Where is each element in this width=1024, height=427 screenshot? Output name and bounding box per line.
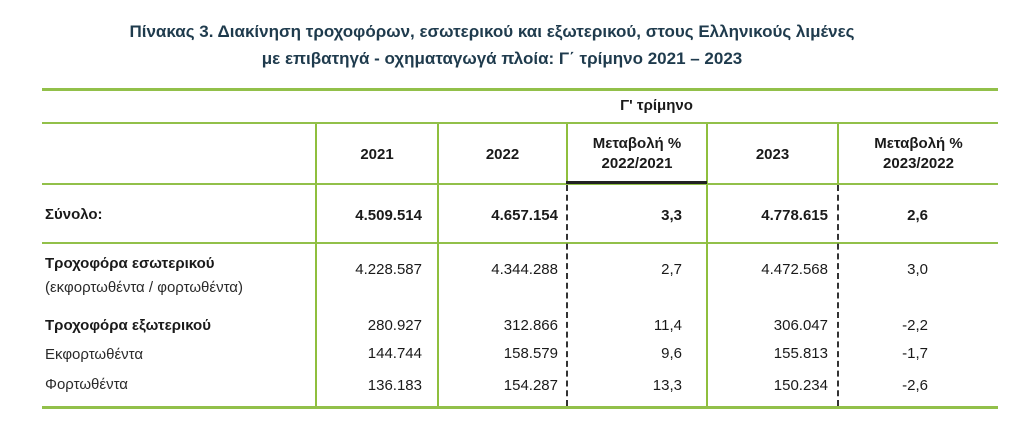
cell-unloaded-change2: -1,7: [902, 345, 928, 362]
rule-top: [42, 88, 998, 91]
row-label-foreign: Τροχοφόρα εξωτερικού: [45, 317, 211, 334]
cell-loaded-change1: 13,3: [652, 377, 682, 394]
table-title: Πίνακας 3. Διακίνηση τροχοφόρων, εσωτερι…: [0, 18, 1024, 72]
divider: [315, 185, 317, 406]
title-line-1: Πίνακας 3. Διακίνηση τροχοφόρων, εσωτερι…: [129, 22, 855, 41]
divider-dashed: [837, 185, 839, 406]
rule-total: [42, 242, 998, 244]
cell-unloaded-2022: 158.579: [503, 345, 558, 362]
cell-total-2022: 4.657.154: [491, 207, 558, 224]
cell-domestic-change1: 2,7: [661, 261, 682, 278]
col-header-change1-line2: 2022/2021: [601, 155, 673, 172]
row-label-total: Σύνολο:: [45, 206, 103, 223]
data-table: Γ' τρίμηνο 2021 2022 Μεταβολή % 2022/202…: [42, 88, 998, 410]
cell-foreign-2023: 306.047: [773, 317, 828, 334]
cell-foreign-2022: 312.866: [503, 317, 558, 334]
row-sublabel-domestic: (εκφορτωθέντα / φορτωθέντα): [45, 279, 243, 296]
col-header-change1-line1: Μεταβολή %: [592, 135, 682, 152]
rule-header: [42, 183, 998, 185]
group-header: Γ' τρίμηνο: [620, 97, 693, 114]
cell-unloaded-2021: 144.744: [367, 345, 422, 362]
cell-loaded-2021: 136.183: [367, 377, 422, 394]
cell-unloaded-change1: 9,6: [661, 345, 682, 362]
cell-foreign-change1: 11,4: [653, 317, 682, 334]
cell-total-change1: 3,3: [661, 207, 682, 224]
cell-domestic-2022: 4.344.288: [491, 261, 558, 278]
divider: [706, 185, 708, 406]
title-line-2: με επιβατηγά - οχηματαγωγά πλοία: Γ΄ τρί…: [261, 49, 743, 68]
cell-total-change2: 2,6: [907, 207, 928, 224]
divider: [437, 124, 439, 184]
cell-domestic-2021: 4.228.587: [355, 261, 422, 278]
cell-unloaded-2023: 155.813: [773, 345, 828, 362]
divider: [315, 124, 317, 184]
col-header-2023: 2023: [755, 146, 790, 163]
col-header-change-2023-2022: Μεταβολή % 2023/2022: [839, 134, 998, 174]
cell-foreign-2021: 280.927: [367, 317, 422, 334]
col-header-change2-line2: 2023/2022: [883, 155, 954, 172]
cell-loaded-change2: -2,6: [902, 377, 928, 394]
rule-group: [42, 122, 998, 124]
col-header-2022: 2022: [485, 146, 520, 163]
divider: [837, 124, 839, 184]
col-header-2021: 2021: [360, 146, 394, 163]
cell-total-2021: 4.509.514: [355, 207, 422, 224]
cell-domestic-2023: 4.472.568: [761, 261, 828, 278]
divider-dashed: [566, 185, 568, 406]
row-label-unloaded: Εκφορτωθέντα: [45, 346, 144, 363]
divider: [706, 124, 708, 184]
col-header-change2-line1: Μεταβολή %: [874, 135, 963, 152]
cell-total-2023: 4.778.615: [761, 207, 828, 224]
row-label-loaded: Φορτωθέντα: [45, 376, 128, 393]
cell-loaded-2023: 150.234: [773, 377, 828, 394]
change-header-underline: [566, 181, 707, 184]
cell-loaded-2022: 154.287: [503, 377, 558, 394]
divider: [566, 124, 568, 184]
cell-domestic-change2: 3,0: [907, 261, 928, 278]
divider: [437, 185, 439, 406]
row-label-domestic: Τροχοφόρα εσωτερικού: [45, 255, 215, 272]
col-header-change-2022-2021: Μεταβολή % 2022/2021: [568, 134, 706, 174]
rule-bottom: [42, 406, 998, 409]
cell-foreign-change2: -2,2: [902, 317, 928, 334]
